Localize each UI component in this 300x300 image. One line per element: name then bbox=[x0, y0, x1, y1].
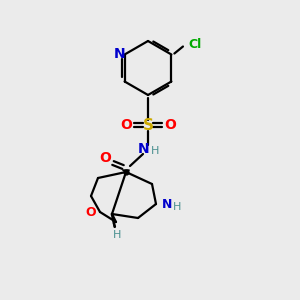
Text: S: S bbox=[142, 118, 154, 133]
Text: H: H bbox=[173, 202, 181, 212]
Text: O: O bbox=[99, 151, 111, 165]
Text: Cl: Cl bbox=[188, 38, 202, 51]
Text: O: O bbox=[120, 118, 132, 132]
Text: H: H bbox=[151, 146, 159, 156]
Text: H: H bbox=[113, 230, 121, 240]
Polygon shape bbox=[122, 170, 130, 172]
Text: N: N bbox=[162, 197, 172, 211]
Text: O: O bbox=[86, 206, 96, 218]
Text: N: N bbox=[138, 142, 150, 156]
Text: O: O bbox=[164, 118, 176, 132]
Text: N: N bbox=[114, 47, 125, 61]
